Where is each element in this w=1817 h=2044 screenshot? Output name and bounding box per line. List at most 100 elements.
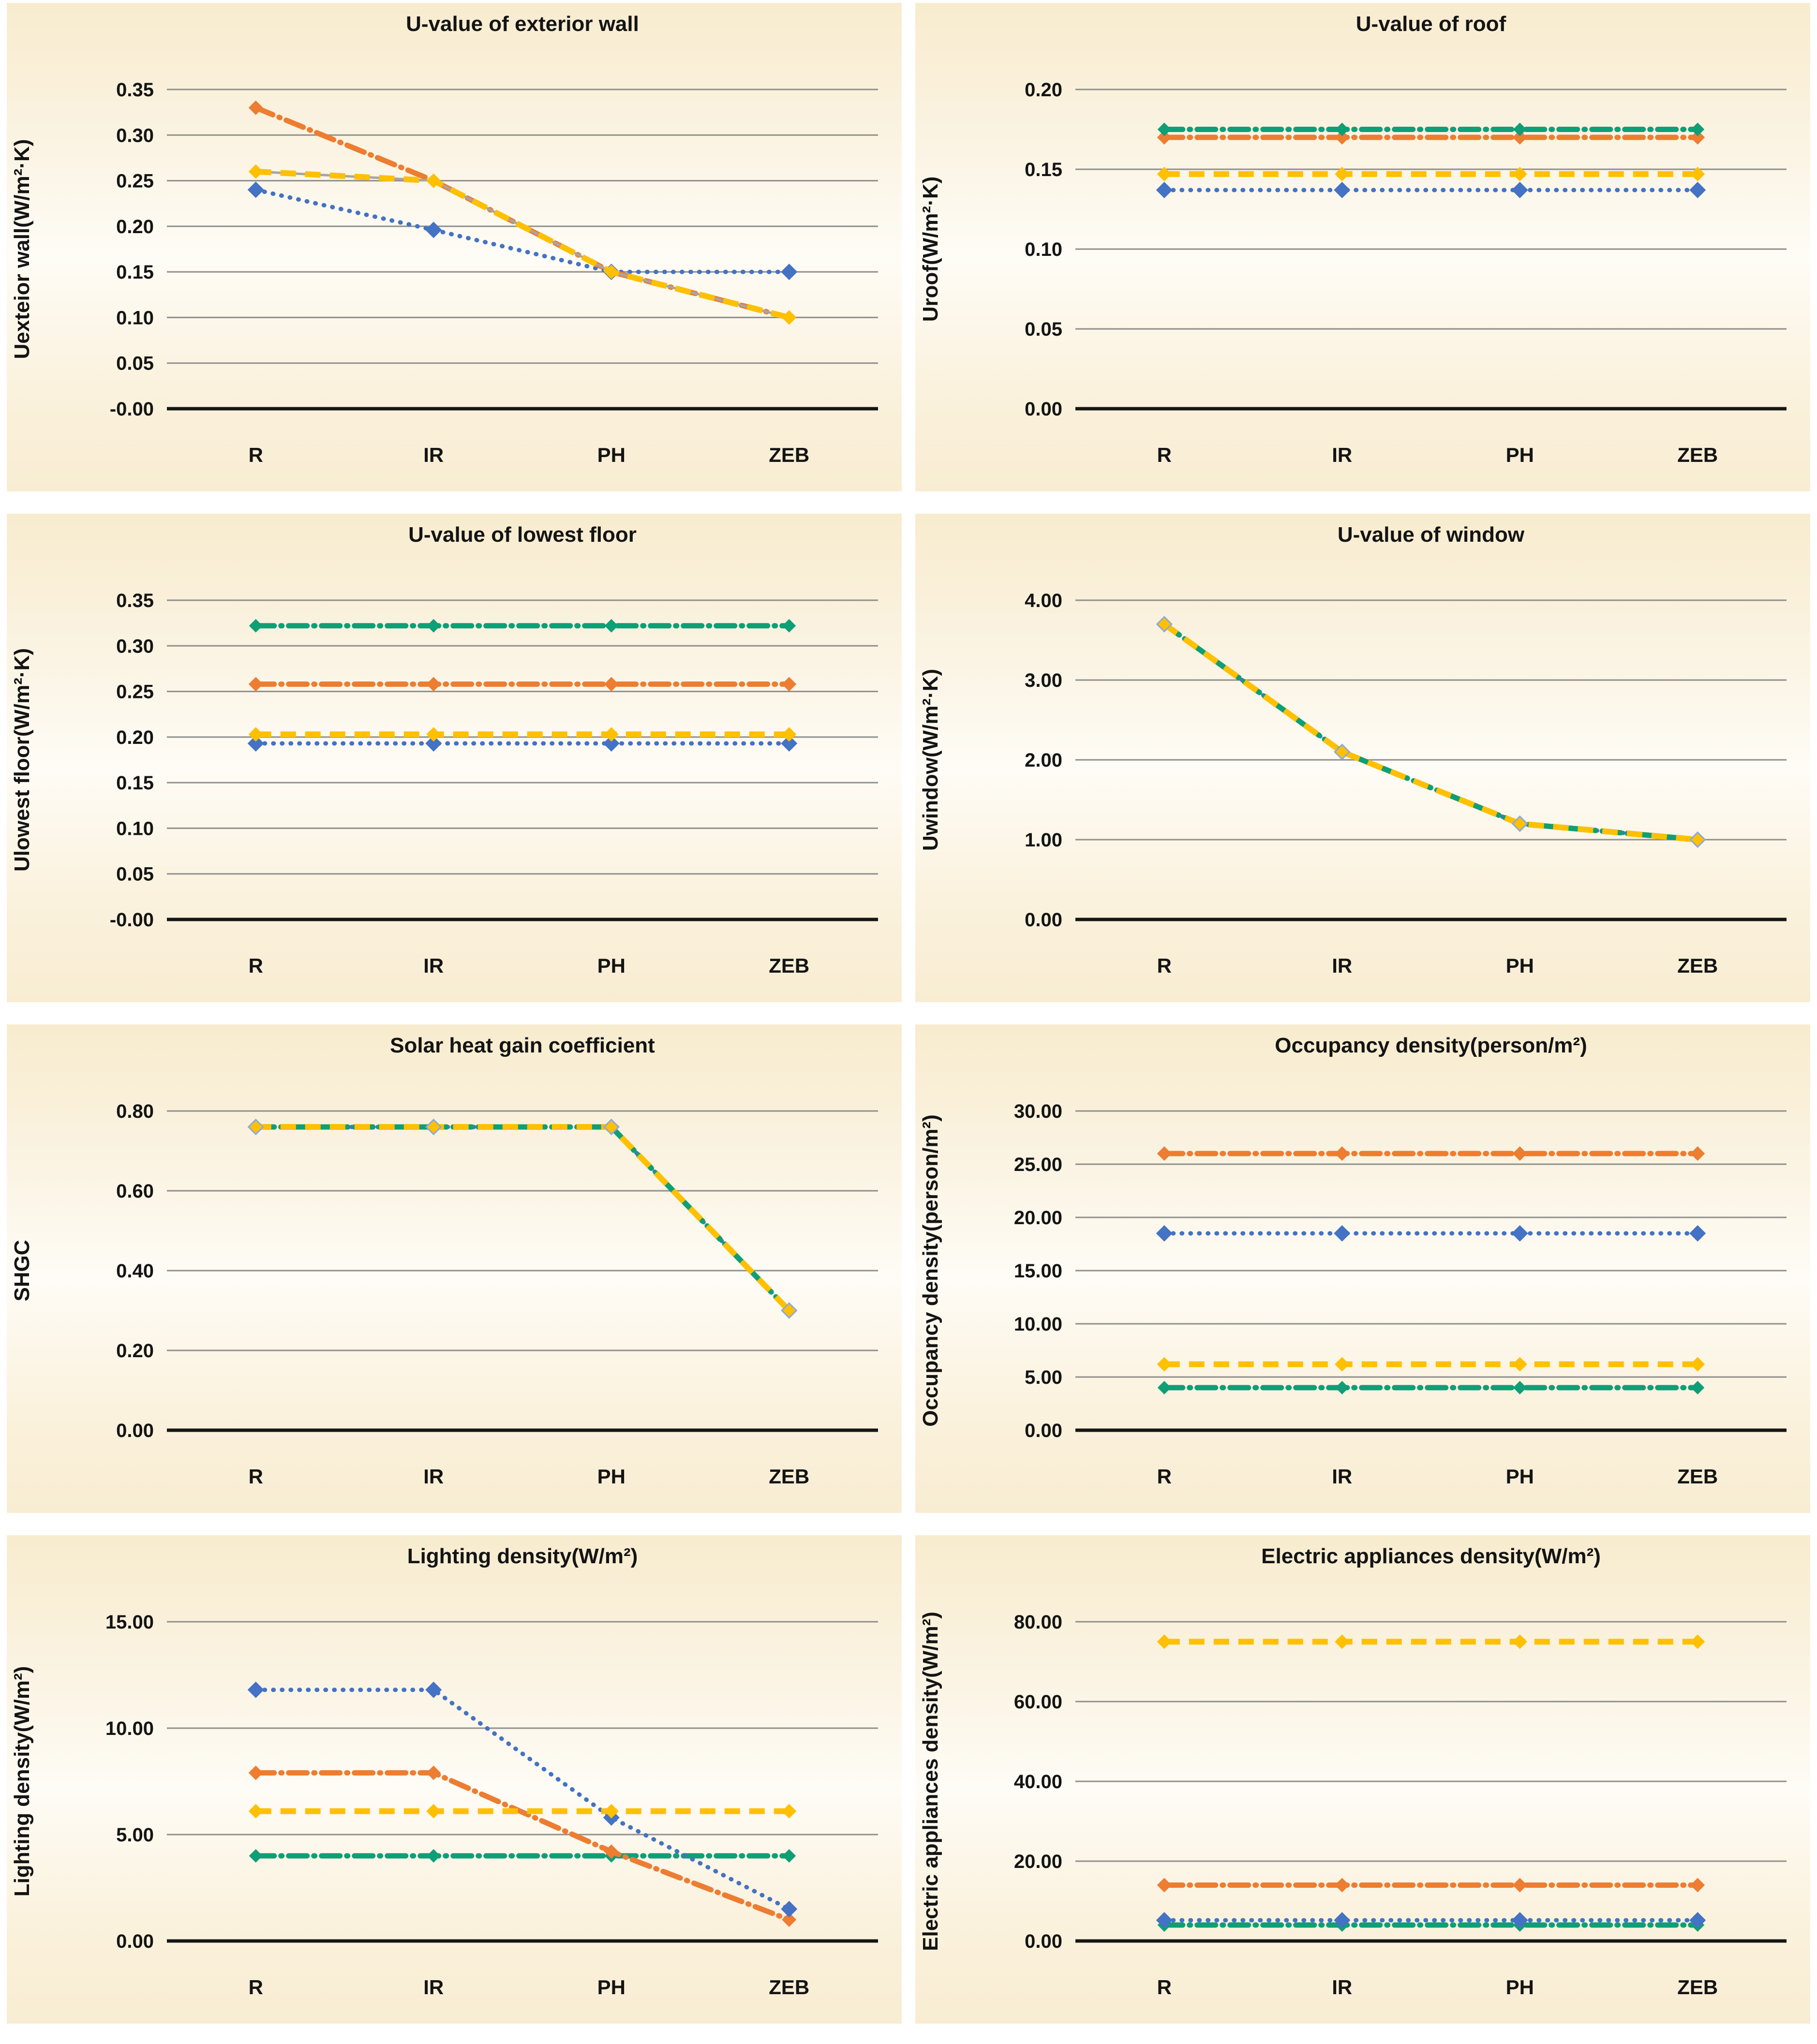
x-category-label: IR <box>1332 954 1352 977</box>
series-line-yellow <box>1162 622 1698 843</box>
series-blue <box>1156 181 1706 198</box>
data-point-marker-orange <box>248 1765 263 1780</box>
data-point-marker-blue <box>1334 181 1351 198</box>
data-point-marker-green <box>782 1849 796 1863</box>
x-category-label: R <box>1157 444 1172 466</box>
data-point-marker-yellow <box>1689 831 1706 848</box>
data-point-marker-blue <box>1156 1225 1173 1242</box>
series-blue <box>247 735 798 752</box>
y-axis-ticks: 0.35 0.30 0.25 0.20 0.15 0.10 0.05 -0.00 <box>110 79 154 420</box>
x-category-label: ZEB <box>1677 1465 1718 1488</box>
data-point-marker-orange <box>248 677 263 692</box>
series-green <box>1157 1381 1705 1394</box>
chart-panel-6: Lighting density(W/m²) 15.00 10.00 5.00 0.00… <box>0 1532 908 2043</box>
series-orange <box>1157 1878 1705 1893</box>
y-tick-label: 0.00 <box>116 1420 154 1441</box>
chart-title: Electric appliances density(W/m²) <box>1261 1544 1601 1568</box>
x-category-label: ZEB <box>1677 1976 1718 1999</box>
x-category-label: ZEB <box>769 954 809 977</box>
chart-panel-1: U-value of roof 0.20 0.15 0.10 0.05 0.00 Uroof… <box>908 0 1817 511</box>
y-tick-label: 0.10 <box>1025 239 1062 260</box>
y-tick-label: 0.80 <box>116 1101 154 1122</box>
x-category-label: R <box>249 444 263 466</box>
data-point-marker-orange <box>1335 130 1350 145</box>
data-point-marker-blue <box>781 264 798 281</box>
data-point-marker-yellow <box>426 727 441 742</box>
data-point-marker-orange <box>426 677 441 692</box>
data-point-marker-green <box>1691 122 1705 136</box>
data-point-marker-yellow <box>1157 1357 1172 1372</box>
y-axis-ticks: 30.00 25.00 20.00 15.00 10.00 5.00 0.00 <box>1014 1101 1062 1441</box>
data-point-marker-yellow <box>1512 166 1527 181</box>
data-point-marker-yellow <box>1157 1634 1172 1649</box>
gridlines <box>1075 1110 1787 1432</box>
data-point-marker-green <box>1513 122 1527 136</box>
series-line-yellow <box>255 168 790 321</box>
gridlines <box>1075 89 1787 411</box>
series-orange <box>248 677 797 692</box>
data-point-marker-yellow <box>782 310 797 325</box>
y-axis-label: Ulowest floor(W/m²·K) <box>10 648 34 872</box>
data-point-marker-green <box>249 619 263 633</box>
y-axis-label: Uexteior wall(W/m²·K) <box>10 139 34 359</box>
series-yellow <box>248 164 797 325</box>
series-yellow <box>248 727 797 742</box>
y-tick-label: 0.00 <box>1025 399 1062 420</box>
series-line-yellow <box>255 1124 791 1313</box>
data-point-marker-orange <box>604 1844 619 1859</box>
chart-title: U-value of roof <box>1356 12 1506 36</box>
x-axis-categories: R IR PH ZEB <box>249 1976 810 1999</box>
chart-title: U-value of lowest floor <box>408 523 637 547</box>
x-category-label: PH <box>1506 444 1534 466</box>
x-category-label: IR <box>423 954 444 977</box>
line-chart: Lighting density(W/m²) 15.00 10.00 5.00 0.00… <box>7 1535 902 2024</box>
chart-title: Solar heat gain coefficient <box>390 1034 655 1057</box>
x-category-label: ZEB <box>769 1976 809 1999</box>
data-point-marker-yellow <box>781 1302 798 1319</box>
y-tick-label: 0.25 <box>116 171 154 192</box>
y-tick-label: 0.10 <box>116 307 154 328</box>
series-blue <box>1156 1912 1706 1929</box>
data-point-marker-blue <box>1156 181 1173 198</box>
y-tick-label: 5.00 <box>116 1824 154 1846</box>
y-tick-label: 0.05 <box>116 864 154 885</box>
data-point-marker-yellow <box>426 1804 441 1819</box>
y-tick-label: 0.05 <box>1025 319 1062 340</box>
x-category-label: ZEB <box>769 444 809 466</box>
y-tick-label: -0.00 <box>110 399 154 420</box>
x-axis-categories: R IR PH ZEB <box>1157 954 1718 977</box>
y-tick-label: 0.30 <box>116 125 154 146</box>
data-point-marker-blue <box>425 735 442 752</box>
data-point-marker-yellow <box>1690 166 1705 181</box>
chart-title: U-value of exterior wall <box>406 12 639 36</box>
x-category-label: IR <box>423 444 444 466</box>
series-green <box>1157 122 1705 136</box>
y-tick-label: 0.15 <box>116 772 154 794</box>
data-point-marker-blue <box>247 1681 264 1698</box>
x-category-label: R <box>1157 954 1172 977</box>
y-axis-ticks: 0.35 0.30 0.25 0.20 0.15 0.10 0.05 -0.00 <box>110 590 154 931</box>
data-point-marker-orange <box>604 677 619 692</box>
series-green <box>249 619 796 633</box>
data-point-marker-green <box>1335 1381 1349 1394</box>
y-tick-label: 0.35 <box>116 79 154 101</box>
line-chart: U-value of lowest floor0.350.300.250.200… <box>7 514 902 1002</box>
y-tick-label: 20.00 <box>1014 1207 1062 1229</box>
y-tick-label: 0.15 <box>1025 159 1062 180</box>
x-category-label: PH <box>597 1465 626 1488</box>
series-orange <box>1157 1146 1705 1161</box>
data-point-marker-blue <box>425 222 442 238</box>
y-tick-label: -0.00 <box>110 909 154 931</box>
series-yellow <box>1157 166 1705 181</box>
x-category-label: R <box>249 1465 263 1488</box>
data-point-marker-green <box>249 1849 263 1863</box>
data-point-marker-blue <box>1689 1912 1706 1929</box>
series-yellow <box>1157 1357 1705 1372</box>
line-chart: U-value of window 4.00 3.00 2.00 1.00 0.00 Uwi… <box>915 514 1810 1002</box>
data-point-marker-orange <box>1690 130 1705 145</box>
y-tick-label: 25.00 <box>1014 1154 1062 1175</box>
x-axis-categories: R IR PH ZEB <box>249 1465 810 1488</box>
x-category-label: PH <box>597 1976 626 1999</box>
x-category-label: ZEB <box>1677 444 1718 466</box>
line-chart: U-value of exterior wall 0.35 0.30 0.25 0.20… <box>7 3 902 491</box>
